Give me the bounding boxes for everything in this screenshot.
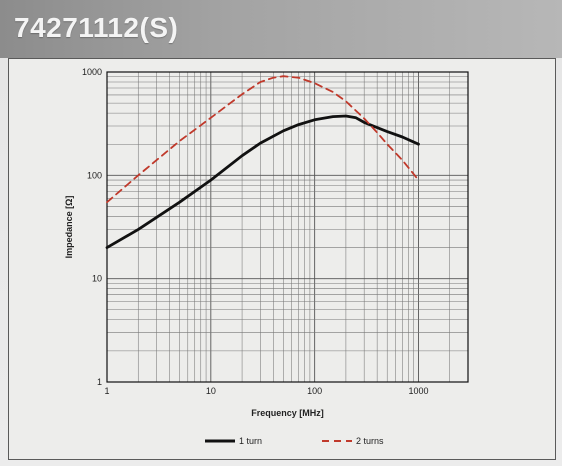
y-tick-labels: 1 10 100 1000 [82,67,102,387]
series-layer [105,75,420,250]
plot-frame [106,71,469,383]
x-tick-label: 10 [206,386,216,396]
x-tick-label: 100 [307,386,322,396]
x-tick-label: 1 [104,386,109,396]
title-bar: 74271112(S) [0,0,562,58]
series-line-two-turns [106,75,420,204]
legend-label: 2 turns [356,436,384,446]
series-line-one-turn [105,114,420,250]
y-axis-label: Impedance [Ω] [64,196,74,259]
y-tick-label: 1000 [82,67,102,77]
chart-panel [8,58,556,460]
y-tick-label: 100 [87,170,102,180]
y-tick-label: 10 [92,274,102,284]
part-number-title: 74271112(S) [14,12,179,43]
x-axis-label: Frequency [MHz] [251,408,324,418]
legend-label: 1 turn [239,436,262,446]
y-tick-label: 1 [97,377,102,387]
x-tick-label: 1000 [408,386,428,396]
chart-grid [106,72,469,383]
x-tick-labels: 1 10 100 1000 [104,386,428,396]
legend: 1 turn 2 turns [205,436,384,446]
